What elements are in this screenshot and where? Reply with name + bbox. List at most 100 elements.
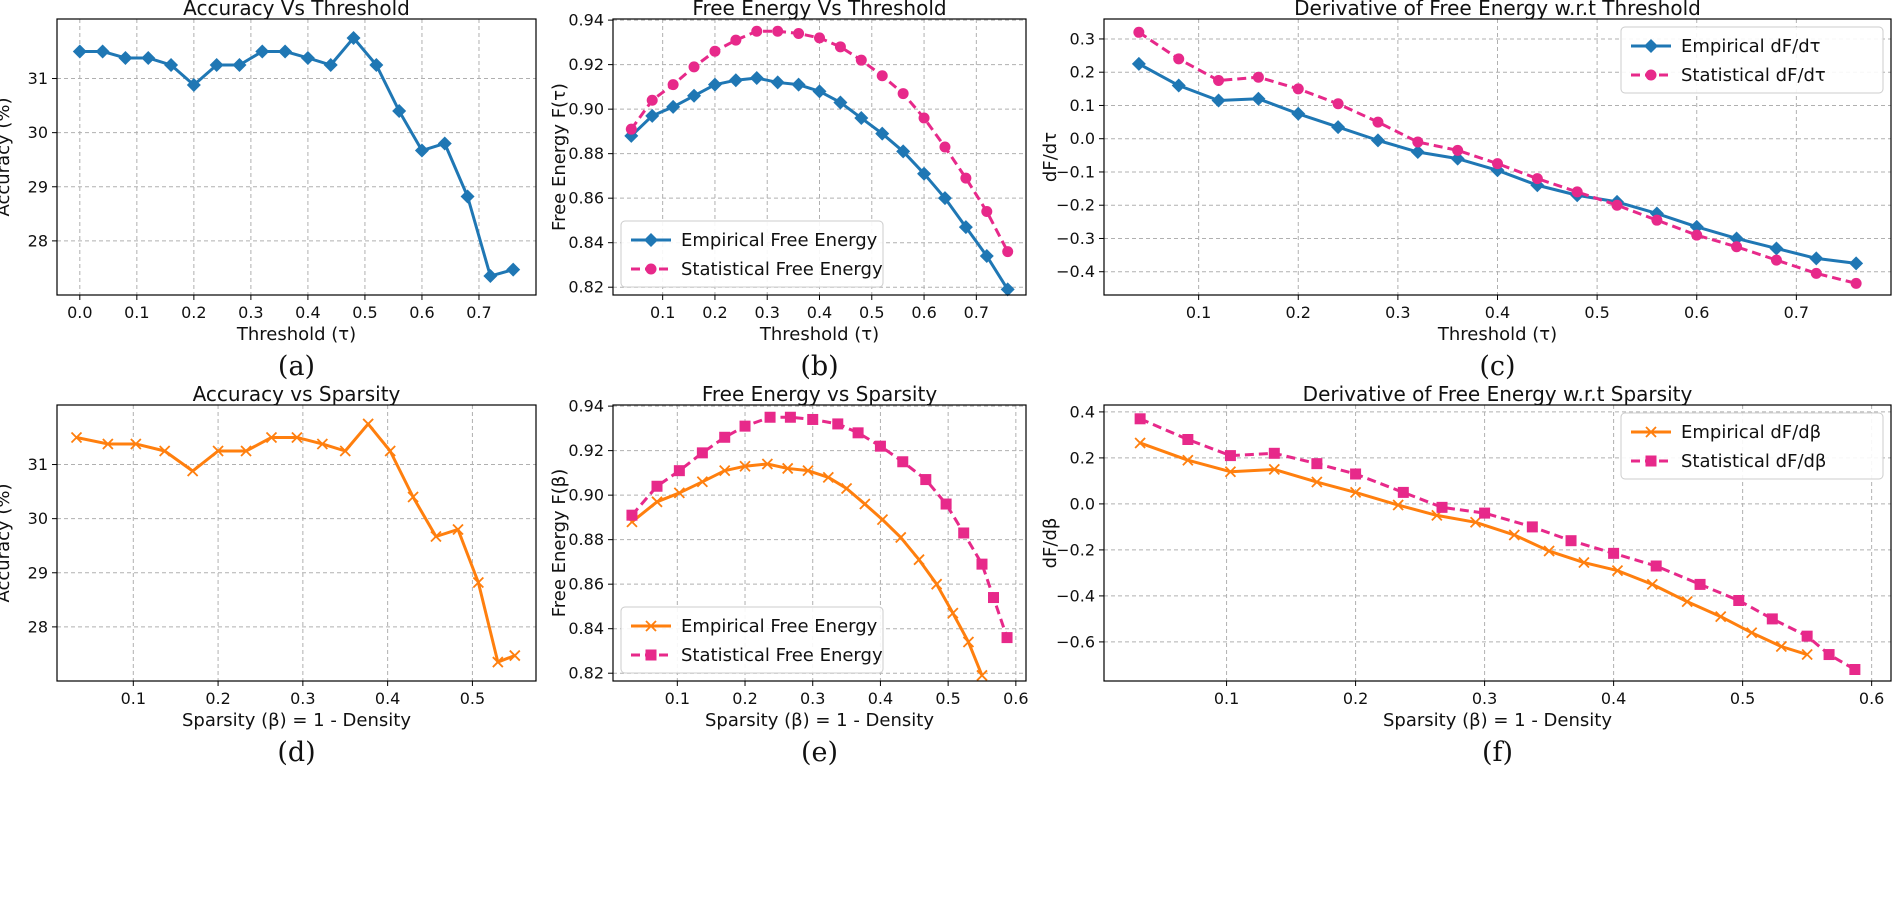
x-axis-label: Sparsity (β) = 1 - Density [1383,710,1612,731]
data-point [876,513,889,526]
data-point [1331,120,1346,135]
data-point [913,554,925,566]
data-point [666,99,681,114]
data-point [962,636,975,648]
data-point [1332,98,1344,110]
x-tick-label: 0.7 [1784,303,1809,322]
x-tick-label: 0.6 [409,303,434,322]
data-point [437,136,452,151]
y-axis-label: dF/dβ [1040,518,1061,569]
legend: Empirical dF/dτ Statistical dF/dτ [1620,26,1884,94]
data-point [72,44,87,59]
data-point [278,44,293,59]
data-point [346,30,361,45]
data-point [920,474,932,486]
data-point [707,77,722,92]
legend-label: Empirical dF/dτ [1681,36,1821,57]
data-point [1801,648,1813,661]
data-point [1450,151,1465,166]
y-tick-label: 0.1 [1070,96,1095,115]
data-point [960,172,972,184]
chart-title: Accuracy Vs Threshold [183,0,410,20]
legend-marker [1645,455,1657,467]
subfigure-label: (b) [800,351,838,382]
data-point [1211,93,1226,108]
x-tick-label: 0.2 [732,689,757,708]
legend-label: Statistical dF/dτ [1681,65,1826,86]
data-point [1766,613,1778,625]
data-point [1412,136,1424,148]
chart-title: Derivative of Free Energy w.r.t Threshol… [1294,0,1701,20]
data-point [988,592,1000,604]
data-point [1823,649,1835,661]
data-point [651,496,663,508]
data-point [1691,229,1703,241]
y-axis-label: dF/dτ [1040,132,1061,182]
series-0 [626,458,988,682]
data-point [1224,450,1236,462]
series-0 [1131,56,1864,271]
data-point [782,462,794,475]
data-point [1769,241,1784,256]
data-point [1134,413,1146,425]
y-tick-label: 30 [28,123,48,142]
data-point [339,445,351,457]
chart-f: 0.1 0.2 0.3 0.4 0.5 0.6 −0.6 −0.4 −0.2 0.0 0.2 0.4 D… [1040,382,1892,768]
data-point [506,262,521,277]
chart-title: Free Energy Vs Threshold [692,0,946,20]
legend: Empirical dF/dβ Statistical dF/dβ [1620,412,1884,480]
y-tick-label: 0.90 [568,486,604,505]
legend-marker [1644,39,1658,53]
data-point [1565,535,1577,547]
y-tick-label: 0.82 [568,664,604,683]
data-point [958,220,973,235]
data-point [460,189,475,204]
data-point [102,438,114,450]
data-point [1715,610,1727,623]
data-point [791,77,806,92]
data-point [1849,256,1864,271]
x-tick-label: 0.5 [859,303,884,322]
data-point [384,445,396,457]
data-point [876,70,888,82]
chart-e: 0.1 0.2 0.3 0.4 0.5 0.6 0.82 0.84 0.86 0.88 0.90 0.… [549,382,1029,768]
x-tick-label: 0.3 [1472,689,1497,708]
chart-title: Free Energy vs Sparsity [702,382,937,406]
data-point [859,498,871,510]
subfigure-label: (c) [1479,351,1515,382]
plot-frame [56,18,537,296]
x-axis-label: Threshold (τ) [1437,324,1557,345]
y-tick-label: 29 [28,563,48,582]
data-point [187,465,199,477]
data-point [141,50,156,65]
data-point [812,84,827,99]
data-point [728,73,743,88]
subfigure-label: (d) [277,737,315,768]
x-tick-label: 0.3 [754,303,779,322]
series-line [79,36,514,278]
data-point [770,75,785,90]
data-point [186,78,201,93]
y-tick-label: 0.0 [1070,494,1095,513]
data-point [981,206,993,218]
data-point [625,123,637,135]
data-point [854,111,869,126]
data-point [1850,277,1862,289]
data-point [164,58,179,72]
data-point [130,438,142,450]
y-tick-label: 0.92 [568,441,604,460]
data-point [1213,75,1225,87]
chart-b: 0.1 0.2 0.3 0.4 0.5 0.6 0.7 0.82 0.84 0.86 0.88 0.9… [549,0,1027,382]
data-point [1608,547,1620,559]
chart-d: 0.1 0.2 0.3 0.4 0.5 28 29 30 31 Accuracy vs Spars… [0,382,537,768]
subfigure-label: (f) [1482,737,1513,768]
data-point [1492,158,1503,170]
legend-box [1620,26,1884,94]
data-point [832,418,844,430]
data-point [1689,219,1704,234]
data-point [976,558,988,570]
data-point [814,32,825,44]
y-tick-label: 0.94 [568,397,604,416]
y-tick-label: −0.4 [1056,586,1095,605]
data-point [918,112,930,124]
